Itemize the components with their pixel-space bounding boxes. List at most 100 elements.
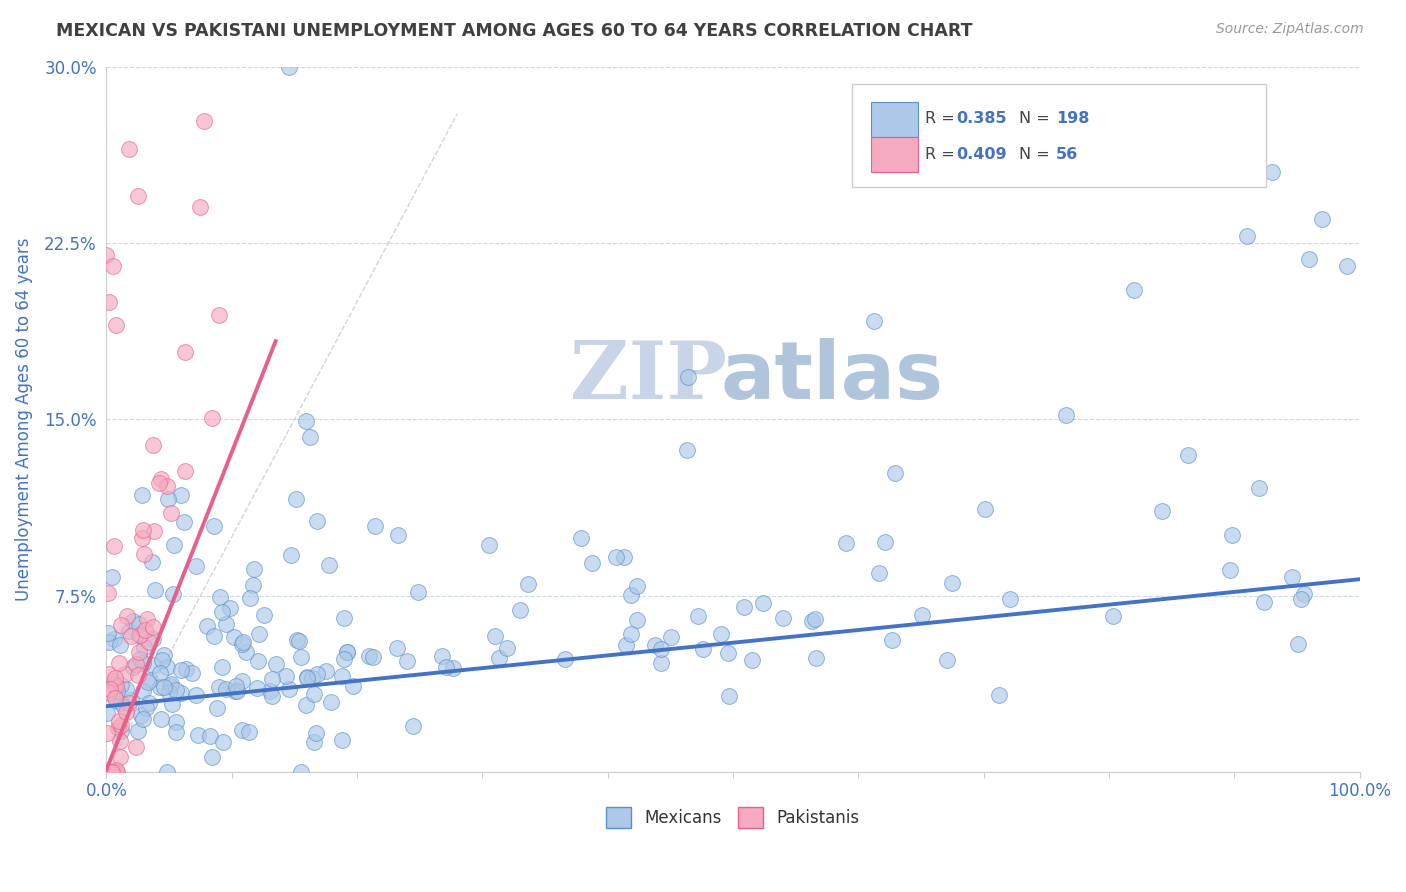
Point xyxy=(1123,283,1146,297)
Point xyxy=(247,627,270,641)
Point xyxy=(110,723,132,738)
Point xyxy=(288,634,311,648)
Point xyxy=(110,618,132,632)
Point xyxy=(305,666,328,681)
Point xyxy=(516,577,538,591)
Text: 56: 56 xyxy=(1056,146,1078,161)
Point xyxy=(162,587,184,601)
Point xyxy=(1281,570,1303,584)
Point xyxy=(215,681,238,696)
Point xyxy=(222,630,245,644)
Point xyxy=(156,659,179,673)
Point xyxy=(305,726,328,740)
Point xyxy=(496,640,519,655)
Point xyxy=(118,696,141,710)
Point xyxy=(659,631,682,645)
Point xyxy=(246,681,269,695)
Point xyxy=(139,673,162,687)
Point xyxy=(361,649,384,664)
Point xyxy=(264,657,287,671)
Text: R =: R = xyxy=(925,112,959,127)
Point xyxy=(132,712,155,726)
Point xyxy=(232,635,254,649)
Point xyxy=(295,698,318,712)
Point xyxy=(235,645,257,659)
Point xyxy=(114,666,136,681)
Point xyxy=(150,712,173,726)
Point xyxy=(280,548,302,562)
Point xyxy=(195,618,218,632)
Point xyxy=(202,628,225,642)
Point xyxy=(128,617,150,632)
Point xyxy=(104,763,127,777)
Text: MEXICAN VS PAKISTANI UNEMPLOYMENT AMONG AGES 60 TO 64 YEARS CORRELATION CHART: MEXICAN VS PAKISTANI UNEMPLOYMENT AMONG … xyxy=(56,22,973,40)
Point xyxy=(184,559,207,574)
Point xyxy=(247,654,270,668)
Point xyxy=(1236,228,1258,243)
Point xyxy=(142,620,165,634)
Point xyxy=(650,642,672,657)
Point xyxy=(165,724,187,739)
Text: 0.385: 0.385 xyxy=(956,112,1007,127)
Point xyxy=(160,697,183,711)
Point xyxy=(159,679,181,693)
Point xyxy=(336,645,359,659)
Point xyxy=(110,638,132,652)
Point xyxy=(138,634,160,648)
Point xyxy=(105,765,128,780)
Point xyxy=(509,603,531,617)
Point xyxy=(884,467,907,481)
Point xyxy=(100,765,122,780)
Point xyxy=(115,681,138,696)
Point xyxy=(1102,609,1125,624)
Point xyxy=(128,652,150,666)
Point xyxy=(209,590,232,604)
Point xyxy=(114,705,136,719)
Point xyxy=(290,650,312,665)
Point xyxy=(132,656,155,670)
Point xyxy=(882,633,904,648)
Point xyxy=(295,670,318,684)
Point xyxy=(98,634,121,648)
Point xyxy=(717,646,740,660)
Point xyxy=(741,652,763,666)
Point xyxy=(1177,448,1199,462)
Point xyxy=(186,688,208,702)
Point xyxy=(157,685,180,699)
Text: N =: N = xyxy=(1019,112,1054,127)
Point xyxy=(170,663,193,677)
Point xyxy=(105,318,128,333)
Point xyxy=(105,692,128,706)
Point xyxy=(800,614,823,628)
Point xyxy=(107,656,129,670)
Point xyxy=(863,314,886,328)
Point xyxy=(1291,591,1313,606)
Point xyxy=(402,719,425,733)
Point xyxy=(142,632,165,646)
Text: N =: N = xyxy=(1019,146,1054,161)
Point xyxy=(318,558,340,572)
Point xyxy=(231,723,253,737)
Point xyxy=(153,648,176,662)
Point xyxy=(135,612,157,626)
Point xyxy=(110,749,132,764)
Point xyxy=(104,677,127,691)
Point xyxy=(124,740,146,755)
Point xyxy=(225,679,247,693)
Point xyxy=(208,680,231,694)
Point xyxy=(207,701,229,715)
Point xyxy=(149,472,172,486)
Point xyxy=(138,696,160,710)
Point xyxy=(127,724,149,739)
Point xyxy=(118,624,141,639)
Point xyxy=(97,765,120,780)
Point xyxy=(260,672,283,686)
Point xyxy=(127,189,149,203)
Point xyxy=(242,577,264,591)
Point xyxy=(408,584,430,599)
Point xyxy=(301,671,323,685)
Point xyxy=(215,617,238,632)
Point xyxy=(135,701,157,715)
Point xyxy=(554,651,576,665)
Point xyxy=(260,690,283,704)
